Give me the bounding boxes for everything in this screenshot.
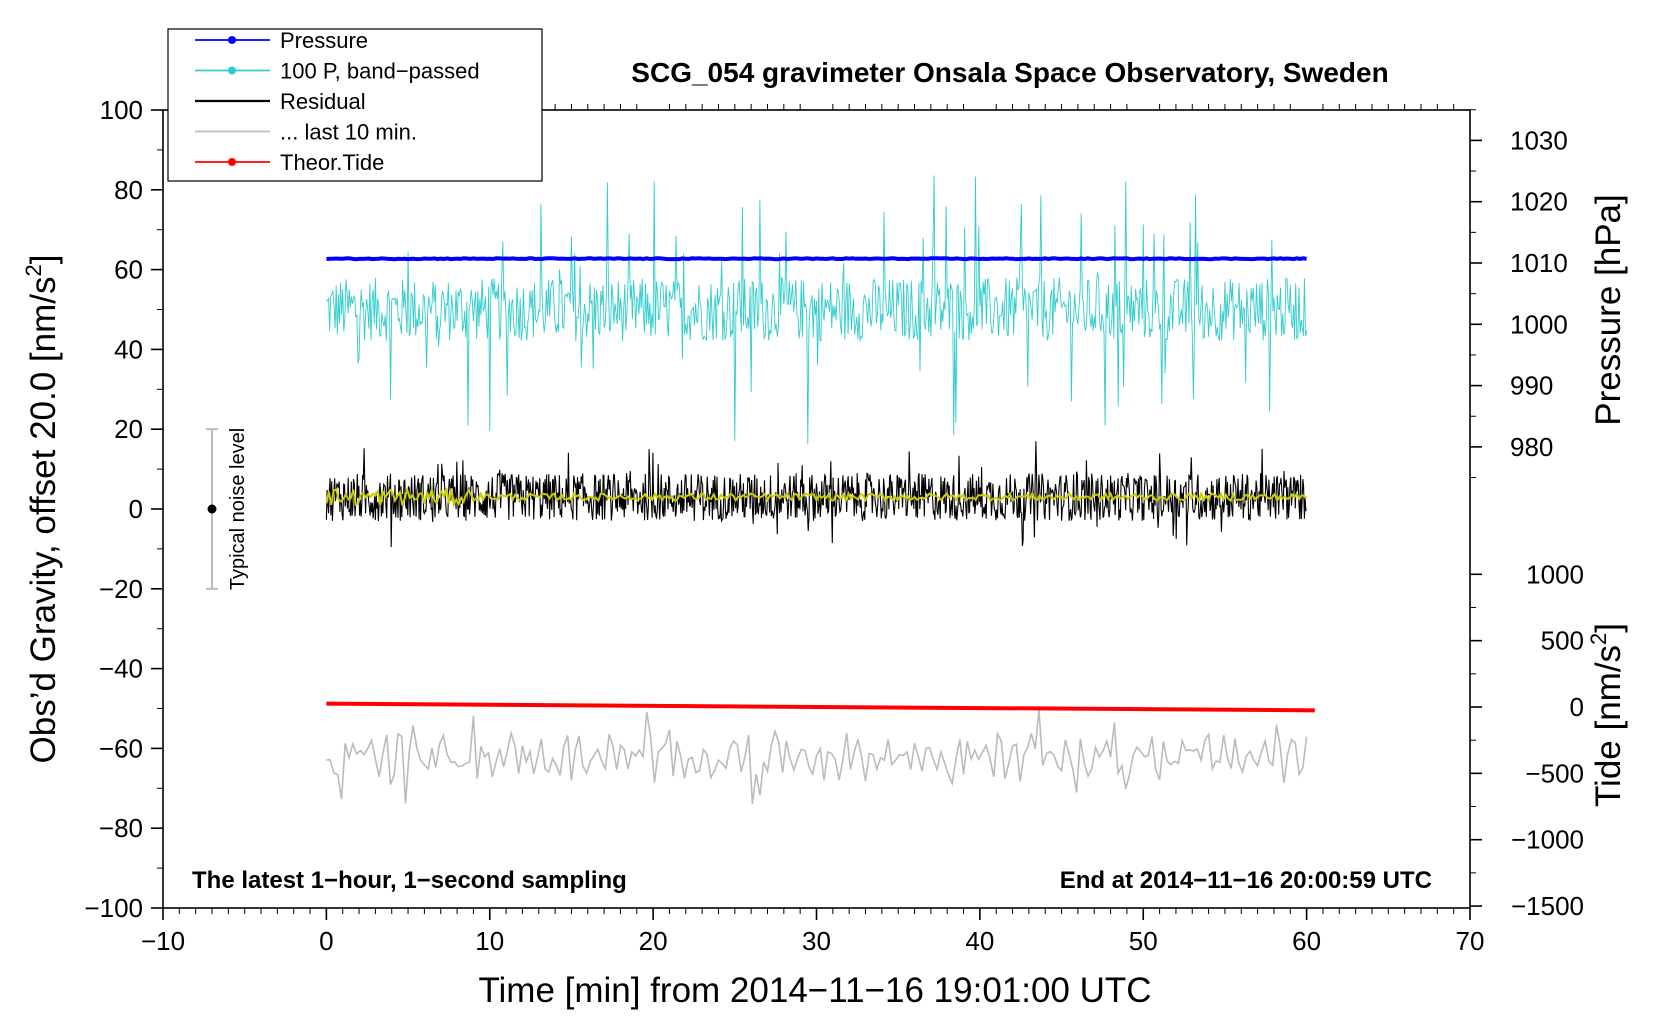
x-tick-label: −10: [141, 926, 185, 956]
y-tick-label: −20: [99, 574, 143, 604]
y-axis-label: Obs’d Gravity, offset 20.0 [nm/s2]: [21, 255, 63, 764]
y-axis-label-main: Obs’d Gravity, offset 20.0 [nm/s: [24, 277, 63, 764]
series-residual-smoothed: [325, 485, 1308, 509]
pressure-tick-label: 1000: [1510, 309, 1568, 339]
pressure-tick-label: 990: [1510, 371, 1553, 401]
y-tick-label: −80: [99, 813, 143, 843]
legend: Pressure 100 P, band−passed Residual ... la…: [167, 28, 543, 182]
note-left: The latest 1−hour, 1−second sampling: [192, 867, 627, 894]
tide-axis-label-tail: ]: [1589, 623, 1628, 633]
y-tick-label: 60: [114, 255, 143, 285]
x-tick-label: 30: [802, 926, 831, 956]
tide-axis-label: Tide [nm/s2]: [1586, 623, 1628, 807]
x-tick-label: 20: [639, 926, 668, 956]
y-tick-label: 0: [129, 494, 143, 524]
chart-title: SCG_054 gravimeter Onsala Space Observat…: [631, 57, 1388, 88]
series-theor-tide: [326, 701, 1315, 713]
y-tick-label: −40: [99, 654, 143, 684]
x-tick-label: 50: [1129, 926, 1158, 956]
legend-label: Pressure: [280, 28, 368, 53]
legend-label: Residual: [280, 89, 366, 114]
note-right: End at 2014−11−16 20:00:59 UTC: [1060, 867, 1432, 894]
pressure-tick-label: 1030: [1510, 125, 1568, 155]
y-axis-label-sup: 2: [21, 264, 46, 276]
series-bandpassed-pressure: [326, 175, 1308, 445]
tide-tick-label: 1000: [1526, 559, 1584, 589]
tide-tick-label: −1000: [1511, 825, 1584, 855]
series-residual: [325, 441, 1307, 548]
x-tick-label: 0: [319, 926, 333, 956]
x-tick-label: 70: [1456, 926, 1485, 956]
tide-tick-label: 0: [1570, 692, 1584, 722]
y-tick-label: −60: [99, 733, 143, 763]
x-tick-label: 40: [965, 926, 994, 956]
y-tick-label: −100: [84, 893, 143, 923]
pressure-tick-label: 1020: [1510, 187, 1568, 217]
y-tick-label: 20: [114, 414, 143, 444]
y-tick-label: 80: [114, 175, 143, 205]
x-tick-label: 10: [475, 926, 504, 956]
legend-box: [167, 28, 543, 182]
legend-label: 100 P, band−passed: [280, 59, 480, 84]
x-tick-label: 60: [1292, 926, 1321, 956]
legend-label: ... last 10 min.: [280, 120, 417, 145]
legend-marker: [228, 158, 236, 166]
tide-tick-label: −1500: [1511, 891, 1584, 921]
tide-tick-label: 500: [1541, 626, 1584, 656]
pressure-axis-label: Pressure [hPa]: [1589, 194, 1628, 426]
legend-marker: [228, 36, 236, 44]
tide-tick-label: −500: [1525, 758, 1584, 788]
pressure-tick-label: 1010: [1510, 248, 1568, 278]
y-axis-label-tail: ]: [24, 255, 63, 265]
series-last-10-min: [326, 709, 1308, 804]
legend-marker: [228, 66, 236, 75]
noise-label: Typical noise level: [227, 428, 249, 590]
tide-axis-label-sup: 2: [1586, 633, 1611, 645]
pressure-tick-label: 980: [1510, 432, 1553, 462]
y-tick-label: 100: [100, 95, 143, 125]
series-pressure: [326, 256, 1307, 262]
y-tick-label: 40: [114, 334, 143, 364]
legend-label: Theor.Tide: [280, 150, 384, 175]
x-axis-label: Time [min] from 2014−11−16 19:01:00 UTC: [478, 971, 1151, 1010]
tide-axis-label-main: Tide [nm/s: [1589, 645, 1628, 807]
noise-bar-center: [207, 504, 217, 514]
